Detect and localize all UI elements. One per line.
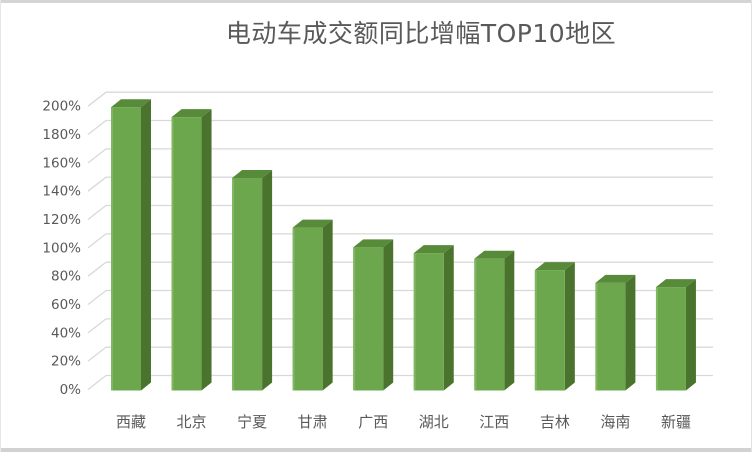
x-axis-category-label: 江西 (479, 413, 509, 431)
bar-front-face (534, 270, 565, 391)
bar-side-face (443, 245, 454, 391)
gridline-depth-tick (87, 205, 107, 221)
bar-front-face (171, 117, 202, 391)
bar-front-highlight (534, 271, 537, 391)
bar-side-face (564, 262, 575, 391)
bar-top-face (474, 250, 515, 259)
y-axis-tick-label: 0% (60, 382, 82, 398)
bar-front-highlight (413, 254, 416, 391)
bar-front-highlight (292, 228, 295, 391)
x-axis-category-label: 甘肃 (298, 413, 328, 431)
bar-front-highlight (171, 118, 174, 391)
gridline-depth-tick (87, 346, 107, 362)
chart-title: 电动车成交额同比增幅TOP10地区 (225, 19, 617, 48)
x-axis-category-label: 北京 (177, 413, 207, 431)
x-axis-category-label: 宁夏 (237, 413, 267, 431)
x-axis-category-label: 湖北 (419, 413, 449, 431)
gridline-depth-tick (87, 318, 107, 334)
bar-top-face (232, 170, 273, 179)
bar-front-highlight (595, 283, 598, 391)
bar-top-face (292, 219, 333, 228)
x-axis-category-label: 西藏 (116, 413, 146, 431)
bar-front-highlight (232, 179, 235, 391)
bar-front-face (413, 253, 444, 391)
bar-side-face (141, 99, 151, 391)
gridline-depth-tick (87, 374, 107, 391)
gridline-depth-tick (87, 120, 107, 136)
y-axis-tick-label: 120% (42, 212, 81, 228)
bar-front-highlight (474, 259, 477, 391)
bar-front-face (353, 247, 384, 391)
y-axis-tick-label: 40% (51, 325, 81, 341)
y-axis-tick-label: 60% (51, 297, 81, 313)
bar-front-face (595, 282, 626, 391)
bar-top-face (595, 274, 636, 283)
y-axis-tick-label: 20% (51, 354, 81, 370)
bar-top-face (111, 99, 151, 108)
bar-front-highlight (655, 288, 658, 391)
bar-side-face (685, 279, 696, 391)
bar-front-face (474, 258, 505, 391)
y-axis-tick-label: 180% (42, 127, 81, 143)
bar-front-face (655, 287, 686, 391)
x-axis-category-label: 海南 (600, 413, 630, 431)
gridline-depth-tick (87, 176, 107, 192)
bar-front-highlight (111, 108, 113, 391)
bar-front-face (232, 178, 263, 391)
gridline-depth-tick (87, 148, 107, 164)
bar-front-face (292, 227, 323, 391)
x-axis-category-label: 广西 (358, 413, 388, 431)
gridline-depth-tick (87, 91, 107, 107)
bar-side-face (262, 170, 273, 391)
bar-top-face (534, 262, 575, 271)
gridline-depth-tick (87, 261, 107, 277)
x-axis-category-label: 吉林 (540, 413, 570, 431)
window-top-border (1, 0, 751, 3)
bar-side-face (201, 109, 212, 391)
gridline-depth-tick (87, 233, 107, 249)
y-axis-tick-label: 200% (42, 99, 81, 115)
bar-top-face (655, 279, 696, 288)
y-axis-tick-label: 140% (42, 184, 81, 200)
bar-side-face (383, 239, 394, 391)
bar-top-face (171, 109, 212, 118)
x-axis-category-label: 新疆 (661, 413, 691, 431)
bar-side-face (504, 250, 515, 391)
bar-side-face (322, 219, 333, 391)
y-axis-tick-label: 100% (42, 240, 81, 256)
window-bottom-border (1, 448, 751, 452)
bar-front-highlight (353, 248, 356, 391)
bar-side-face (625, 274, 636, 391)
gridline-depth-tick (87, 289, 107, 306)
bar-top-face (353, 239, 394, 248)
y-axis-tick-label: 80% (51, 269, 81, 285)
y-axis-tick-label: 160% (42, 155, 81, 171)
bar-front-face (111, 107, 141, 391)
bar-top-face (413, 245, 454, 254)
